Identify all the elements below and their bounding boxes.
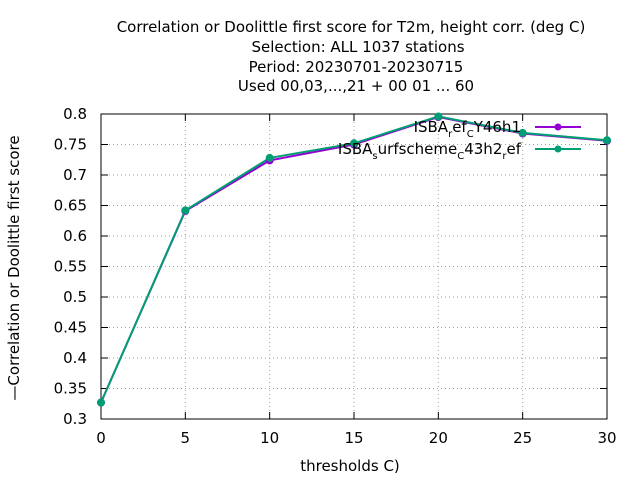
legend-label-part: C (457, 151, 464, 162)
y-axis-label-text: Correlation or Doolittle first score (5, 135, 23, 385)
data-point (350, 139, 358, 148)
legend-label-part: ISBA (338, 140, 373, 158)
y-tick-label: 0.5 (63, 288, 87, 306)
legend-label-2: ISBAs​urfschemeC​43h2r​ef (338, 140, 522, 162)
data-point (181, 206, 190, 215)
series-layer (97, 112, 611, 407)
axis-ticks: 0 5 10 15 20 25 30 0.3 0.35 0.4 0.45 0.5 0.55 0.6 0.65… (54, 105, 617, 447)
x-tick-label: 30 (597, 429, 616, 447)
y-tick-label: 0.6 (63, 227, 87, 245)
y-tick-label: 0.55 (54, 258, 87, 276)
legend-label-part: 43h2 (464, 140, 502, 158)
y-axis-label-prefix: — (5, 386, 23, 401)
y-tick-label: 0.4 (63, 349, 87, 367)
data-point (265, 153, 274, 162)
plot-border (100, 113, 608, 420)
data-point (518, 128, 527, 137)
legend-label-part: urfscheme (378, 140, 458, 158)
title-line-4: Used 00,03,...,21 + 00 01 ... 60 (238, 77, 474, 95)
data-point (434, 112, 443, 121)
legend-label-part: ef (452, 118, 467, 136)
y-tick-label: 0.35 (54, 380, 87, 398)
y-tick-label: 0.75 (54, 136, 87, 154)
x-tick-label: 0 (96, 429, 106, 447)
x-tick-label: 25 (513, 429, 532, 447)
legend-label-part: s (372, 151, 377, 162)
y-tick-label: 0.65 (54, 197, 87, 215)
legend-label-part: ef (506, 140, 521, 158)
title-line-2: Selection: ALL 1037 stations (251, 38, 464, 56)
series-line-2 (100, 115, 608, 403)
legend-marker-2 (554, 145, 562, 153)
x-axis-label: thresholds C) (300, 457, 400, 475)
x-tick-label: 10 (260, 429, 279, 447)
y-axis-label: —Correlation or Doolittle first score (5, 135, 23, 400)
series-line-1 (100, 115, 608, 403)
chart-title: Correlation or Doolittle first score for… (117, 18, 586, 95)
legend-label-part: r (502, 151, 507, 162)
legend-label-part: r (448, 129, 453, 140)
data-point (97, 398, 105, 407)
legend-label-part: Y46h1 (473, 118, 521, 136)
legend-label-part: C (467, 129, 474, 140)
title-line-3: Period: 20230701-20230715 (249, 58, 464, 76)
x-tick-label: 20 (429, 429, 448, 447)
grid (101, 114, 607, 419)
legend-label-part: ISBA (414, 118, 449, 136)
y-tick-label: 0.3 (63, 410, 87, 428)
x-tick-label: 15 (344, 429, 363, 447)
data-point (603, 136, 611, 145)
y-tick-label: 0.45 (54, 319, 87, 337)
x-tick-label: 5 (181, 429, 191, 447)
legend-label-1: ISBAr​efC​Y46h1 (414, 118, 521, 140)
legend-marker-1 (554, 123, 562, 131)
title-line-1: Correlation or Doolittle first score for… (117, 18, 586, 36)
y-tick-label: 0.8 (63, 105, 87, 123)
y-tick-label: 0.7 (63, 166, 87, 184)
